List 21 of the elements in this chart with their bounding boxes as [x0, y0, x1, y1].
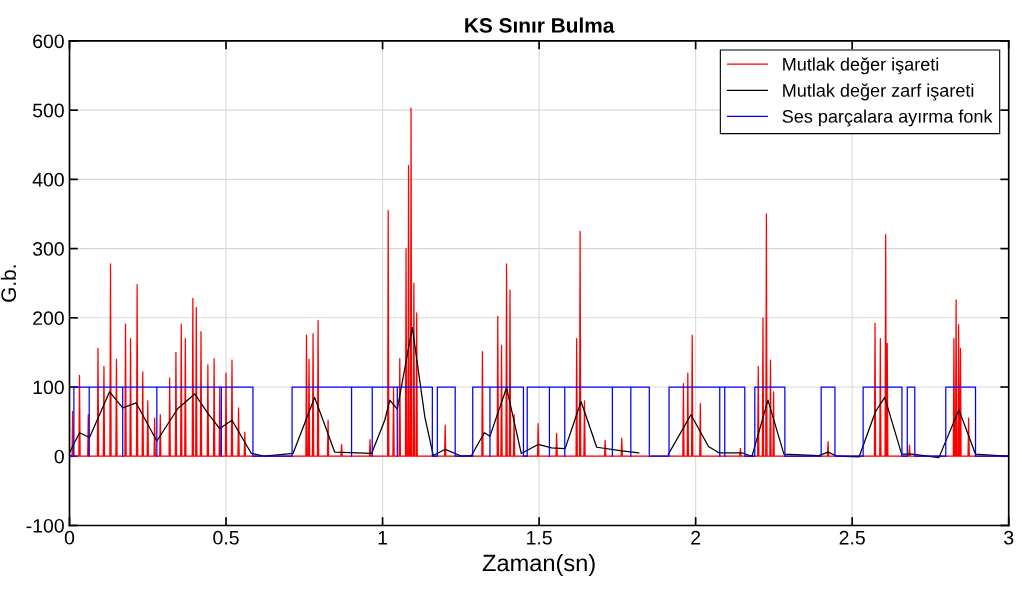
legend-label: Mutlak değer işareti — [783, 57, 939, 75]
y-tick-label: 100 — [33, 380, 64, 395]
y-axis-title: G.b. — [0, 265, 17, 302]
x-tick-label: 2 — [691, 530, 701, 545]
y-tick-label: 500 — [32, 103, 64, 118]
x-tick-label: 0 — [64, 530, 75, 545]
y-tick-label: 0 — [54, 449, 64, 464]
x-axis-title: Zaman(sn) — [482, 554, 595, 576]
chart-title: KS Sınır Bulma — [465, 17, 615, 33]
y-tick-label: 600 — [33, 34, 64, 49]
x-tick-label: 1 — [378, 531, 388, 545]
y-tick-label: -100 — [26, 518, 64, 533]
x-tick-label: 2.5 — [839, 530, 865, 545]
y-tick-label: 200 — [33, 311, 64, 326]
x-tick-label: 1.5 — [527, 531, 552, 545]
y-tick-label: 400 — [32, 172, 64, 187]
x-tick-label: 3 — [1004, 530, 1014, 545]
x-tick-label: 0.5 — [213, 530, 239, 545]
legend-label: Mutlak değer zarf işareti — [783, 83, 974, 101]
y-tick-label: 300 — [32, 242, 64, 256]
legend-label: Ses parçalara ayırma fonk — [782, 109, 993, 127]
